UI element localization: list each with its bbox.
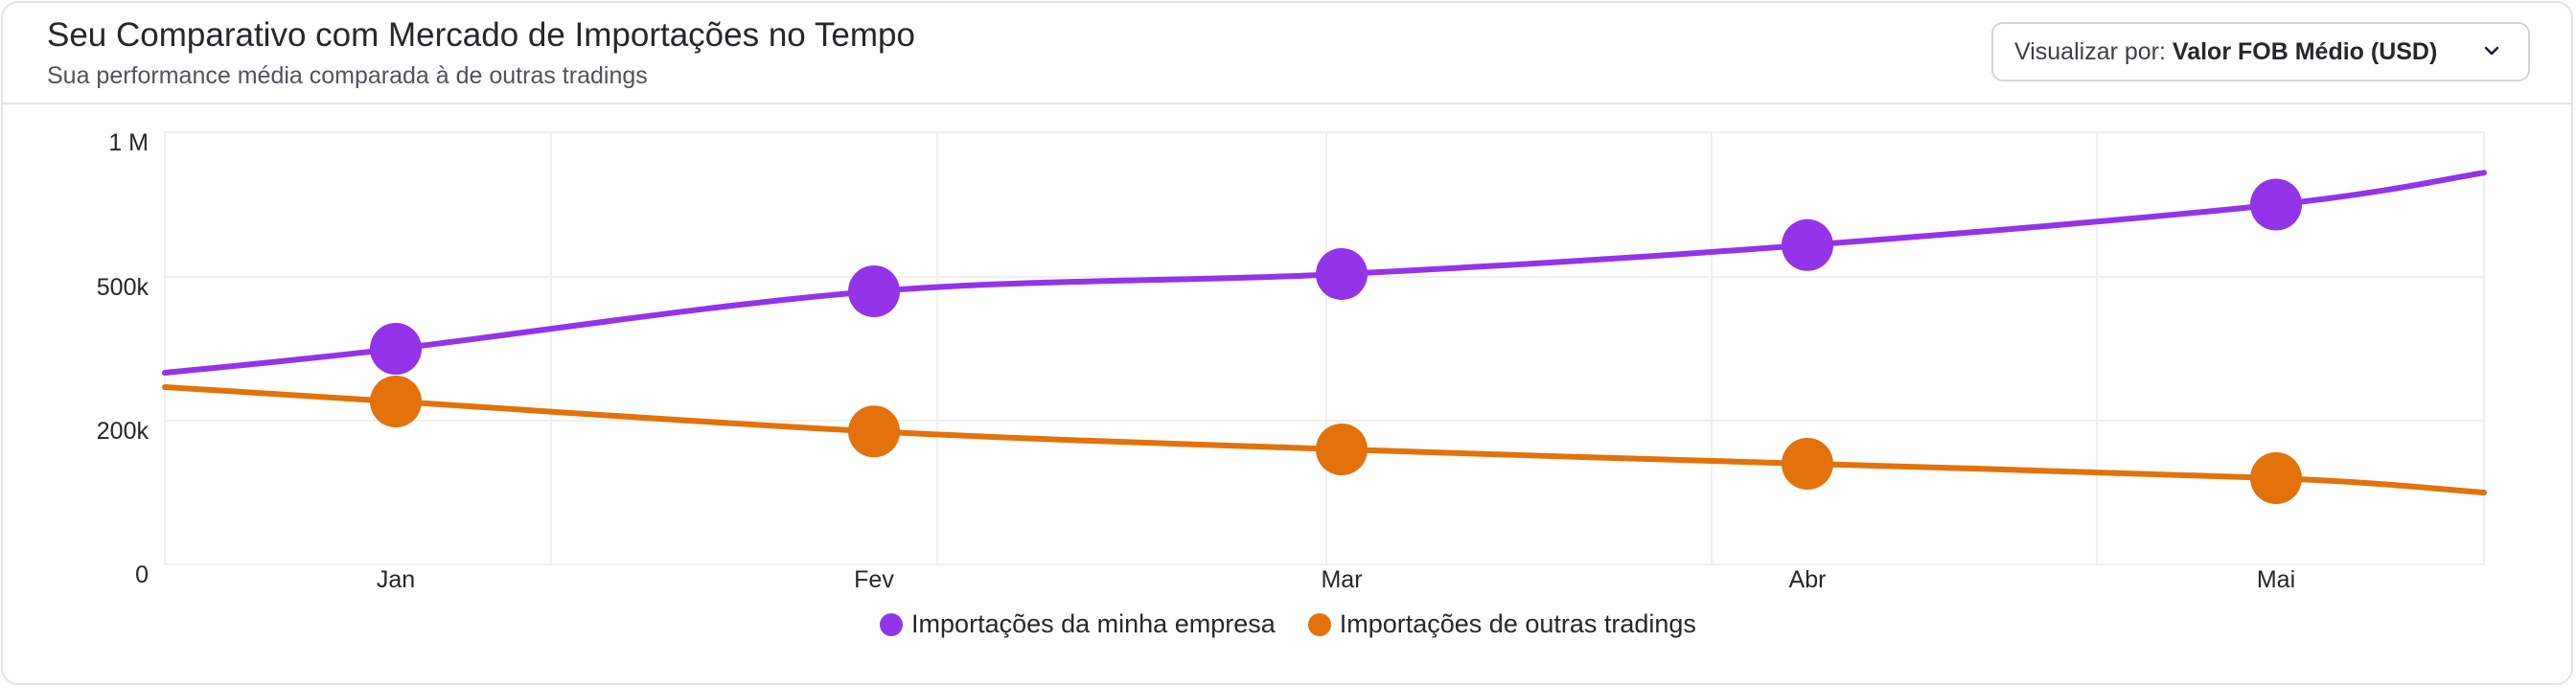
chevron-down-icon (2484, 46, 2499, 56)
data-point (1316, 424, 1368, 475)
chart-subtitle: Sua performance média comparada à de out… (47, 62, 648, 89)
legend-label: Importações de outras tradings (1339, 609, 1696, 638)
data-point (2250, 452, 2302, 504)
legend-label: Importações da minha empresa (911, 609, 1276, 638)
data-point (370, 323, 422, 375)
data-point (848, 405, 900, 458)
x-tick-label: Mar (1321, 566, 1362, 593)
data-point (1782, 438, 1833, 490)
data-point (370, 376, 422, 427)
legend-marker (880, 612, 904, 636)
x-tick-label: Mai (2257, 566, 2295, 593)
x-tick-label: Fev (854, 566, 894, 593)
y-tick-label: 500k (97, 274, 150, 301)
legend-item[interactable]: Importações da minha empresa (880, 609, 1276, 639)
view-by-select[interactable]: Visualizar por: Valor FOB Médio (USD) (1991, 22, 2530, 81)
view-by-value: Valor FOB Médio (USD) (2172, 37, 2438, 65)
legend-marker (1307, 612, 1331, 636)
y-tick-label: 200k (97, 418, 150, 445)
data-point (1316, 247, 1368, 300)
data-point (2250, 178, 2302, 231)
x-tick-label: Abr (1789, 566, 1827, 593)
legend-item[interactable]: Importações de outras tradings (1307, 609, 1696, 639)
chart-legend: Importações da minha empresa Importações … (0, 609, 2576, 639)
y-tick-label: 1 M (108, 129, 149, 156)
card-header: Seu Comparativo com Mercado de Importaçõ… (3, 3, 2571, 104)
y-tick-label: 0 (135, 562, 149, 588)
plot-area (164, 131, 2485, 565)
data-point (848, 265, 900, 317)
view-by-label: Visualizar por: (2014, 37, 2173, 65)
chart-title: Seu Comparativo com Mercado de Importaçõ… (47, 16, 915, 54)
data-point (1782, 218, 1833, 271)
x-tick-label: Jan (377, 566, 415, 593)
